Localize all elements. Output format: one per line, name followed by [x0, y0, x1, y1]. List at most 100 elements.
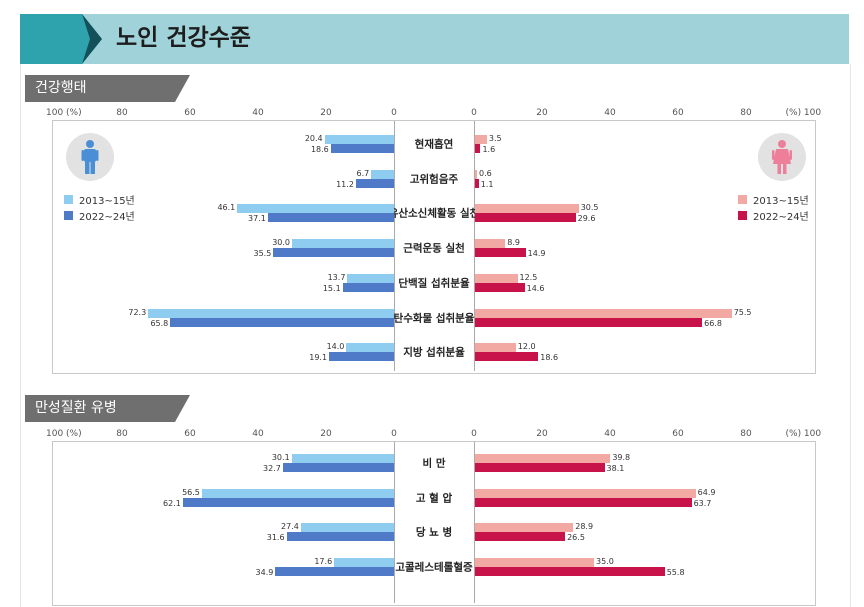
legend-swatch: [738, 194, 747, 204]
bar-male-2013-15: [346, 343, 394, 353]
bar-male-2013-15: [291, 454, 394, 463]
data-label-female-2022-24: 55.8: [666, 567, 685, 577]
bar-female-2013-15: [475, 557, 594, 567]
data-label-female-2013-15: 39.8: [612, 453, 631, 462]
male-person-icon: [66, 133, 114, 181]
bar-male-2013-15: [292, 239, 394, 249]
category-label: 지방 섭취분율: [403, 346, 465, 359]
bar-male-2013-15: [371, 169, 394, 179]
category-label: 고위험음주: [409, 173, 459, 186]
legend-label: 2013~15년: [753, 195, 809, 207]
bar-female-2022-24: [475, 178, 479, 188]
data-label-male-2022-24: 31.6: [266, 533, 285, 542]
bar-female-2022-24: [475, 144, 481, 153]
data-label-male-2013-15: 72.3: [128, 307, 147, 317]
data-label-male-2022-24: 11.2: [336, 179, 354, 189]
axis-tick-label-right: 80: [740, 108, 752, 118]
bar-male-2013-15: [201, 488, 394, 498]
bar-male-2022-24: [355, 178, 394, 188]
category-label: 근력운동 실천: [403, 242, 465, 255]
bar-female-2013-15: [475, 523, 574, 532]
legend-item: 2022~24년: [738, 207, 809, 223]
data-label-male-2022-24: 15.1: [322, 283, 341, 293]
bar-female-2022-24: [475, 213, 576, 223]
legend-item: 2013~15년: [738, 191, 809, 207]
legend-label: 2013~15년: [79, 195, 135, 207]
data-label-female-2013-15: 75.5: [733, 307, 752, 317]
data-label-male-2022-24: 32.7: [263, 464, 281, 473]
axis-zero-line-right: [474, 121, 475, 371]
category-label: 당 뇨 병: [415, 526, 453, 539]
axis-tick-label-left: 40: [252, 108, 264, 118]
chart-panel-health-behavior: [52, 120, 816, 374]
legend-label: 2022~24년: [79, 211, 135, 223]
legend-swatch: [64, 210, 73, 220]
legend-item: 2022~24년: [64, 207, 135, 223]
category-label: 탄수화물 섭취분율: [393, 312, 475, 324]
bar-female-2022-24: [475, 566, 665, 576]
category-label: 유산소신체활동 실천: [388, 207, 480, 220]
axis-tick-label-left: 80: [116, 429, 128, 439]
bar-female-2022-24: [475, 317, 703, 327]
bar-male-2013-15: [324, 135, 394, 144]
bar-female-2022-24: [475, 352, 539, 362]
legend-male: 2013~15년 2022~24년: [64, 191, 135, 223]
data-label-female-2022-24: 1.6: [482, 145, 496, 154]
data-label-female-2013-15: 12.5: [519, 272, 538, 282]
bar-female-2013-15: [475, 273, 518, 283]
axis-tick-label-right: 20: [536, 108, 548, 118]
section-label-health-behavior: 건강행태: [25, 75, 190, 102]
data-label-male-2013-15: 17.6: [314, 556, 333, 566]
axis-tick-label-left: 40: [252, 429, 264, 439]
bar-female-2013-15: [475, 239, 506, 249]
data-label-male-2013-15: 14.0: [326, 342, 345, 352]
bar-male-2022-24: [286, 532, 394, 541]
bar-female-2013-15: [475, 488, 696, 498]
data-label-male-2013-15: 27.4: [281, 522, 299, 531]
axis-zero-line-left: [394, 121, 395, 371]
legend-label: 2022~24년: [753, 211, 809, 223]
data-label-male-2022-24: 37.1: [248, 214, 266, 224]
data-label-female-2022-24: 26.5: [567, 533, 585, 542]
bar-female-2022-24: [475, 532, 566, 541]
axis-tick-label-right: 60: [672, 429, 684, 439]
axis-tick-label-right: 20: [536, 429, 548, 439]
bar-male-2022-24: [282, 463, 394, 472]
data-label-male-2022-24: 35.5: [253, 249, 272, 259]
axis-zero-line-right: [474, 442, 475, 603]
axis-tick-label-right: 80: [740, 429, 752, 439]
data-label-female-2013-15: 0.6: [479, 168, 492, 178]
bar-male-2013-15: [300, 523, 394, 532]
section-label-chronic-disease: 만성질환 유병: [25, 395, 190, 422]
content-frame: [20, 64, 851, 607]
data-label-male-2022-24: 34.9: [255, 567, 274, 577]
bar-male-2013-15: [237, 204, 394, 214]
axis-tick-label-right: (%) 100: [785, 429, 822, 439]
bar-male-2022-24: [329, 352, 394, 362]
axis-tick-label-right: 40: [604, 108, 616, 118]
bar-female-2013-15: [475, 343, 516, 353]
chart-panel-chronic-disease: [52, 441, 816, 606]
bar-female-2013-15: [475, 204, 579, 214]
data-label-male-2013-15: 13.7: [327, 272, 346, 282]
data-label-male-2013-15: 20.4: [304, 134, 323, 143]
data-label-female-2013-15: 12.0: [517, 342, 536, 352]
axis-tick-label-right: 0: [471, 429, 477, 439]
data-label-female-2013-15: 8.9: [507, 238, 520, 248]
bar-male-2022-24: [342, 282, 394, 292]
data-label-male-2022-24: 62.1: [163, 498, 181, 508]
data-label-male-2013-15: 30.1: [271, 453, 290, 462]
data-label-female-2013-15: 3.5: [488, 134, 502, 143]
data-label-female-2022-24: 38.1: [606, 464, 625, 473]
data-label-female-2022-24: 14.9: [527, 249, 546, 259]
header-tab-decoration: [20, 14, 102, 64]
axis-tick-label-left: 0: [391, 429, 397, 439]
category-label: 비 만: [422, 457, 446, 470]
bar-female-2022-24: [475, 248, 526, 258]
axis-tick-label-left: 100 (%): [46, 108, 82, 118]
section-label-text: 건강행태: [35, 80, 87, 96]
axis-tick-label-left: 60: [184, 429, 196, 439]
bar-female-2013-15: [475, 308, 732, 318]
bar-female-2013-15: [475, 169, 478, 179]
legend-female: 2013~15년 2022~24년: [738, 191, 809, 223]
